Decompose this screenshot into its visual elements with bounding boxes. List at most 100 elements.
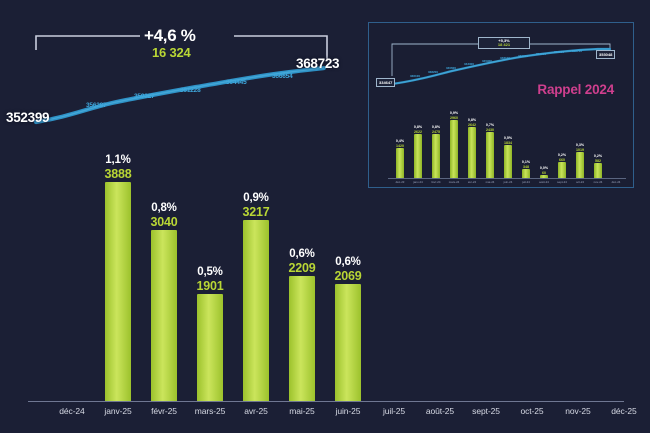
line-value-janv: 356287 [86,102,107,109]
x-tick-janv-25: janv-25 [104,406,132,416]
bar-group-mars-25: 0,5% 1901 [188,266,232,402]
inset-bracket-left [391,43,486,76]
inset-line-label-5: 345900 [482,59,493,63]
inset-bar-dec-23[interactable] [396,148,404,178]
inset-bar-pct-oct-24: 0,3% [575,143,585,148]
inset-line-highlight [391,48,611,85]
growth-pct-label: +4,6 % [144,26,196,45]
x-tick-avr-25: avr-25 [244,406,268,416]
x-axis-line [28,401,624,402]
line-value-fevr: 359327 [134,93,155,100]
inset-bar-mars-24[interactable] [450,120,458,178]
x-tick-mai-25: mai-25 [289,406,315,416]
x-axis-labels: déc-24 janv-25 févr-25 mars-25 avr-25 ma… [28,406,636,426]
inset-panel-rappel-2024: +5,3% 18 421 334647 353048 336100 338200… [368,22,634,188]
inset-line-label-7: 349900 [518,54,529,58]
inset-bar-pct-dec-23: 0,4% [395,139,405,144]
inset-bar-aout-24[interactable] [540,175,548,178]
inset-bar-pct-nov-24: 0,2% [593,154,603,159]
inset-line-label-6: 348100 [500,56,511,60]
bar-janv-25[interactable] [105,182,131,402]
inset-start-value: 334647 [376,78,396,87]
bar-group-mai-25: 0,6% 2209 [280,248,324,402]
inset-bar-group-mai-24: 0,7% 2430 [482,123,498,178]
bar-mai-25[interactable] [289,276,315,402]
bar-pct-mai-25: 0,6% [289,248,315,260]
x-tick-oct-25: oct-25 [520,406,544,416]
inset-x-tick-aout-24: août-24 [539,180,549,184]
inset-bar-group-sept-24: 0,2% 660 [554,153,570,178]
inset-x-tick-avr-24: avr-24 [467,180,477,184]
inset-bar-juil-24[interactable] [522,169,530,178]
growth-delta-label: 16 324 [152,45,191,60]
inset-x-tick-mars-24: mars-24 [448,180,460,184]
inset-x-tick-janv-24: janv-24 [413,180,423,184]
x-tick-dec-24: déc-24 [59,406,85,416]
inset-end-value: 353048 [596,50,616,59]
line-series-svg [33,35,328,125]
inset-bar-juin-24[interactable] [504,145,512,178]
inset-bar-pct-aout-24: 0,0% [539,166,549,171]
inset-bar-sept-24[interactable] [558,162,566,178]
inset-bar-value-juin-24: 1834 [504,140,512,145]
line-value-mars: 361228 [180,87,201,94]
inset-bar-pct-mai-24: 0,7% [485,123,495,128]
inset-bar-pct-avr-24: 0,8% [467,118,477,123]
x-tick-nov-25: nov-25 [565,406,591,416]
inset-bar-fevr-24[interactable] [432,134,440,178]
inset-x-tick-mai-24: mai-24 [485,180,495,184]
inset-line-label-9: 352100 [554,50,565,54]
bar-value-mars-25: 1901 [196,279,224,293]
bar-value-mai-25: 2209 [288,261,316,275]
inset-bar-value-dec-23: 1420 [396,143,404,148]
inset-bar-janv-24[interactable] [414,134,422,178]
inset-bar-pct-mars-24: 0,9% [449,111,459,116]
bar-pct-juin-25: 0,6% [335,256,361,268]
inset-bar-mai-24[interactable] [486,132,494,178]
inset-bar-value-mai-24: 2430 [486,127,494,132]
inset-line-label-1: 336100 [410,74,421,78]
inset-bar-group-oct-24: 0,3% 1019 [572,143,588,178]
inset-x-tick-juin-24: juin-24 [503,180,513,184]
x-tick-mars-25: mars-25 [194,406,226,416]
x-tick-sept-25: sept-25 [472,406,500,416]
inset-bar-value-janv-24: 2622 [414,129,422,134]
inset-bar-value-oct-24: 1019 [576,147,584,152]
bar-mars-25[interactable] [197,294,223,402]
inset-bar-group-mars-24: 0,9% 2960 [446,111,462,178]
x-tick-aout-25: août-25 [425,406,455,416]
inset-bar-nov-24[interactable] [594,163,602,178]
inset-bar-avr-24[interactable] [468,127,476,178]
inset-x-tick-nov-24: nov-24 [593,180,603,184]
inset-bar-oct-24[interactable] [576,152,584,178]
inset-bar-value-nov-24: 582 [595,158,601,163]
bar-pct-janv-25: 1,1% [105,154,131,166]
inset-bar-group-dec-23: 0,4% 1420 [392,139,408,178]
bar-pct-mars-25: 0,5% [197,266,223,278]
inset-bar-group-nov-24: 0,2% 582 [590,154,606,178]
bar-value-juin-25: 2069 [334,269,362,283]
inset-x-axis-line [388,178,626,179]
inset-x-tick-juil-24: juil-24 [522,180,530,184]
inset-bracket-box: +5,3% 18 421 [478,37,530,50]
inset-bar-group-avr-24: 0,8% 2642 [464,118,480,178]
bar-juin-25[interactable] [335,284,361,402]
inset-x-tick-fevr-24: févr-24 [431,180,441,184]
inset-line-label-10: 352700 [572,49,583,53]
bar-avr-25[interactable] [243,220,269,402]
x-tick-dec-25: déc-25 [611,406,637,416]
inset-bar-group-juil-24: 0,1% 348 [518,160,534,178]
bar-group-janv-25: 1,1% 3888 [96,154,140,402]
line-value-avr: 364445 [226,79,247,86]
inset-bar-value-aout-24: 60 [542,170,546,175]
inset-x-axis-labels: déc-23 janv-24 févr-24 mars-24 avr-24 ma… [388,180,628,188]
bracket-right [234,35,328,59]
inset-bar-group-aout-24: 0,0% 60 [536,166,552,178]
bar-pct-fevr-25: 0,8% [151,202,177,214]
x-tick-juil-25: juil-25 [383,406,405,416]
inset-bar-value-fevr-24: 2475 [432,129,440,134]
bar-fevr-25[interactable] [151,230,177,402]
line-start-value: 352399 [6,110,50,125]
inset-x-tick-dec-23: déc-23 [395,180,405,184]
